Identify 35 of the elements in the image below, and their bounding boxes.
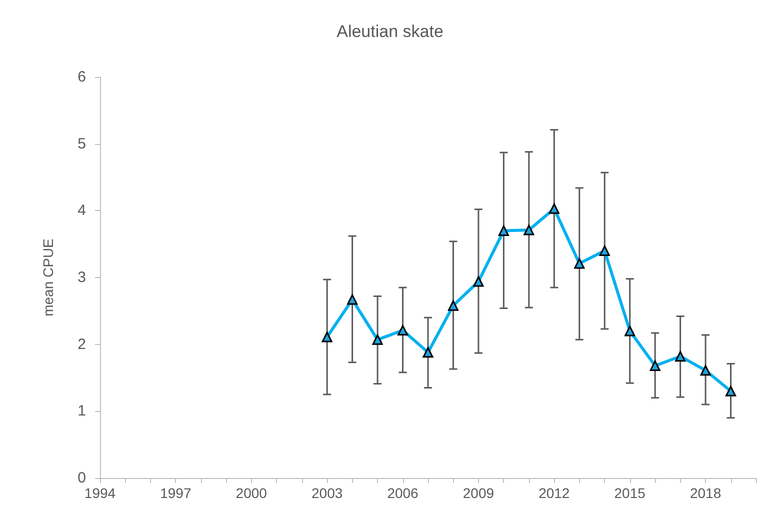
y-tick-label: 3 <box>78 269 86 286</box>
point <box>398 325 408 336</box>
y-tick-label: 4 <box>78 202 86 220</box>
x-tick-label: 2006 <box>387 485 419 501</box>
point <box>726 386 736 396</box>
point <box>448 300 458 311</box>
point <box>524 224 534 236</box>
y-tick-label: 5 <box>78 135 86 152</box>
point <box>624 326 636 336</box>
x-tick-label: 2012 <box>538 485 570 501</box>
point <box>548 203 560 214</box>
y-axis-title: mean CPUE <box>40 238 56 316</box>
point <box>422 347 434 358</box>
chart-title: Aleutian skate <box>336 22 444 41</box>
x-tick-label: 2000 <box>236 485 268 501</box>
x-tick-label: 2009 <box>462 485 494 501</box>
y-tick-label: 0 <box>78 470 86 486</box>
point <box>650 360 660 371</box>
y-tick-label: 6 <box>78 68 86 86</box>
x-tick-label: 1994 <box>84 485 116 501</box>
point <box>473 276 484 287</box>
point <box>372 334 383 345</box>
point <box>675 351 686 362</box>
point <box>700 365 711 376</box>
x-tick-label: 2018 <box>690 485 722 501</box>
x-tick-label: 2003 <box>312 485 343 501</box>
point <box>347 294 358 305</box>
point <box>599 246 610 256</box>
y-tick-label: 1 <box>78 402 86 420</box>
y-tick-label: 2 <box>78 336 86 353</box>
x-tick-label: 2015 <box>614 485 646 501</box>
x-tick-label: 1997 <box>160 485 192 501</box>
point <box>574 258 585 269</box>
point <box>498 225 509 236</box>
point <box>322 332 332 342</box>
